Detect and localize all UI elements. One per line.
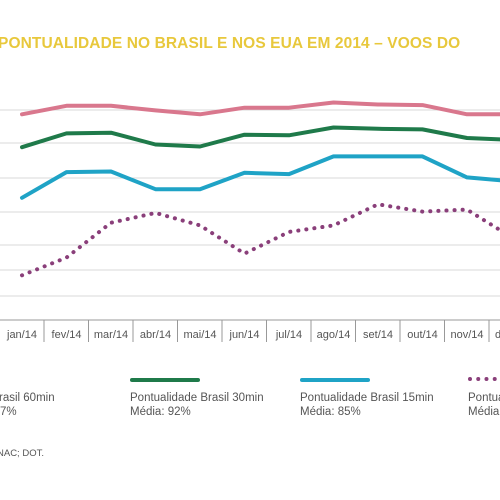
data-point bbox=[200, 225, 201, 226]
data-point bbox=[155, 189, 156, 190]
legend-label: Pontualidade Brasil 15min bbox=[300, 392, 434, 404]
data-point bbox=[66, 133, 67, 134]
series-lines bbox=[20, 100, 500, 278]
data-point bbox=[289, 231, 290, 232]
grid-lines bbox=[0, 109, 500, 297]
data-point bbox=[378, 104, 379, 105]
data-point bbox=[111, 105, 112, 106]
x-axis: jan/14 fev/14 mar/14 abr/14 mai/14 jun/14 jul/… bbox=[0, 319, 500, 342]
data-point bbox=[244, 253, 245, 254]
x-tick-label: fev/14 bbox=[52, 329, 82, 341]
data-point bbox=[66, 105, 67, 106]
legend-label: Pontualidade Brasil 30min bbox=[130, 392, 264, 404]
data-point bbox=[22, 147, 23, 148]
data-point bbox=[422, 211, 423, 212]
data-point bbox=[378, 128, 379, 129]
x-tick-label: nov/14 bbox=[450, 329, 483, 341]
data-point bbox=[200, 146, 201, 147]
data-point bbox=[111, 132, 112, 133]
legend-item: Pontualidade Brasil 15min Média: 85% bbox=[300, 391, 434, 419]
x-tick-label: jul/14 bbox=[275, 329, 302, 341]
data-point bbox=[289, 174, 290, 175]
data-point bbox=[333, 127, 334, 128]
legend-swatch bbox=[468, 377, 500, 381]
data-point bbox=[422, 156, 423, 157]
data-point bbox=[467, 114, 468, 115]
data-point bbox=[155, 144, 156, 145]
x-tick-label: mar/14 bbox=[94, 329, 128, 341]
data-point bbox=[66, 257, 67, 258]
data-point bbox=[422, 105, 423, 106]
series-line-3 bbox=[20, 154, 500, 200]
data-point bbox=[155, 110, 156, 111]
x-tick-label: mai/14 bbox=[183, 329, 216, 341]
data-point bbox=[467, 177, 468, 178]
legend-average: 7% bbox=[0, 406, 17, 418]
x-tick-label: ago/14 bbox=[317, 329, 351, 341]
legend-label: Pontua bbox=[468, 392, 500, 404]
legend-swatch bbox=[300, 378, 370, 382]
data-point bbox=[244, 134, 245, 135]
data-point bbox=[111, 222, 112, 223]
data-point bbox=[467, 209, 468, 210]
legend-average: Média: bbox=[468, 406, 500, 418]
data-point bbox=[244, 172, 245, 173]
data-point bbox=[467, 138, 468, 139]
data-point bbox=[333, 102, 334, 103]
data-point bbox=[333, 156, 334, 157]
legend-swatch bbox=[130, 378, 200, 382]
chart-title: PONTUALIDADE NO BRASIL E NOS EUA EM 2014… bbox=[0, 35, 461, 52]
data-point bbox=[22, 197, 23, 198]
data-point bbox=[289, 107, 290, 108]
data-point bbox=[22, 114, 23, 115]
legend-average: Média: 85% bbox=[300, 406, 361, 418]
legend-item: Pontua Média: bbox=[468, 391, 500, 419]
x-tick-label: dez/14 bbox=[495, 329, 500, 341]
data-point bbox=[244, 107, 245, 108]
legend-item: Pontualidade Brasil 30min Média: 92% bbox=[130, 391, 264, 419]
data-point bbox=[200, 114, 201, 115]
data-point bbox=[378, 156, 379, 157]
source-note: NAC; DOT. bbox=[0, 448, 44, 459]
legend-item: Pontualidade Brasil 60min 7% bbox=[0, 391, 55, 419]
data-point bbox=[111, 171, 112, 172]
data-point bbox=[333, 225, 334, 226]
legend-average: Média: 92% bbox=[130, 406, 191, 418]
series-line-1 bbox=[20, 100, 500, 117]
legend-label: Pontualidade Brasil 60min bbox=[0, 392, 55, 404]
data-point bbox=[66, 172, 67, 173]
data-point bbox=[200, 189, 201, 190]
data-point bbox=[289, 135, 290, 136]
data-point bbox=[378, 204, 379, 205]
data-point bbox=[22, 275, 23, 276]
x-tick-label: jan/14 bbox=[6, 329, 37, 341]
x-tick-label: jun/14 bbox=[229, 329, 260, 341]
data-point bbox=[155, 212, 156, 213]
x-tick-label: set/14 bbox=[363, 329, 393, 341]
series-line-2 bbox=[20, 125, 500, 150]
data-point bbox=[422, 129, 423, 130]
x-tick-label: out/14 bbox=[407, 329, 438, 341]
x-tick-label: abr/14 bbox=[140, 329, 171, 341]
series-line-4 bbox=[20, 202, 500, 278]
